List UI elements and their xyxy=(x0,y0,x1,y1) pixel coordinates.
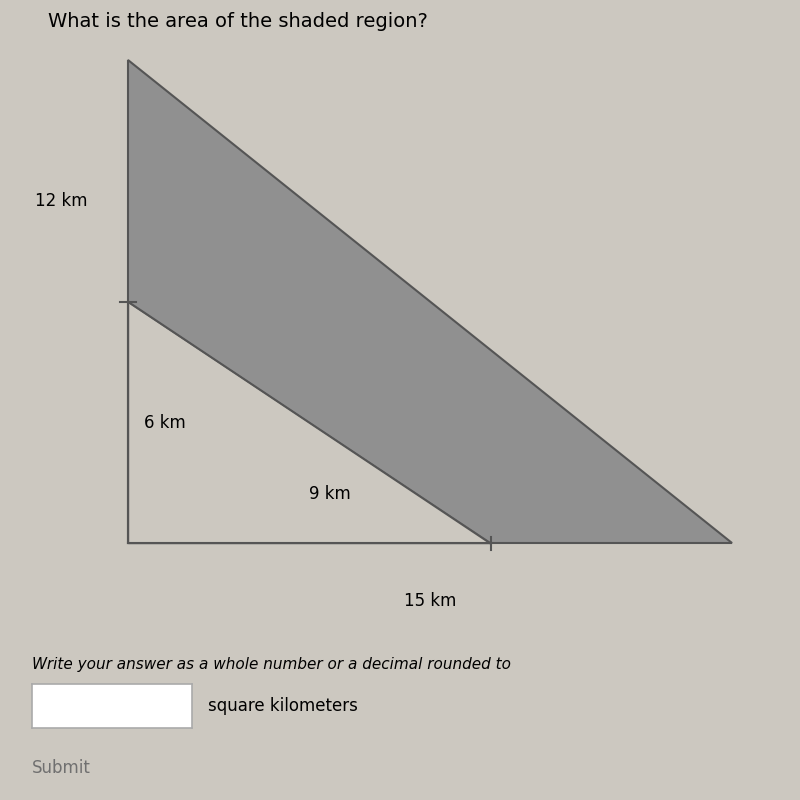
Polygon shape xyxy=(128,302,490,543)
Text: What is the area of the shaded region?: What is the area of the shaded region? xyxy=(48,12,428,31)
Polygon shape xyxy=(128,60,732,543)
Text: Submit: Submit xyxy=(32,759,91,777)
Text: 15 km: 15 km xyxy=(404,592,456,610)
Text: square kilometers: square kilometers xyxy=(208,698,358,715)
Text: 9 km: 9 km xyxy=(309,486,350,503)
Text: 12 km: 12 km xyxy=(35,192,88,210)
Text: Write your answer as a whole number or a decimal rounded to: Write your answer as a whole number or a… xyxy=(32,657,511,671)
Text: 6 km: 6 km xyxy=(144,414,186,432)
